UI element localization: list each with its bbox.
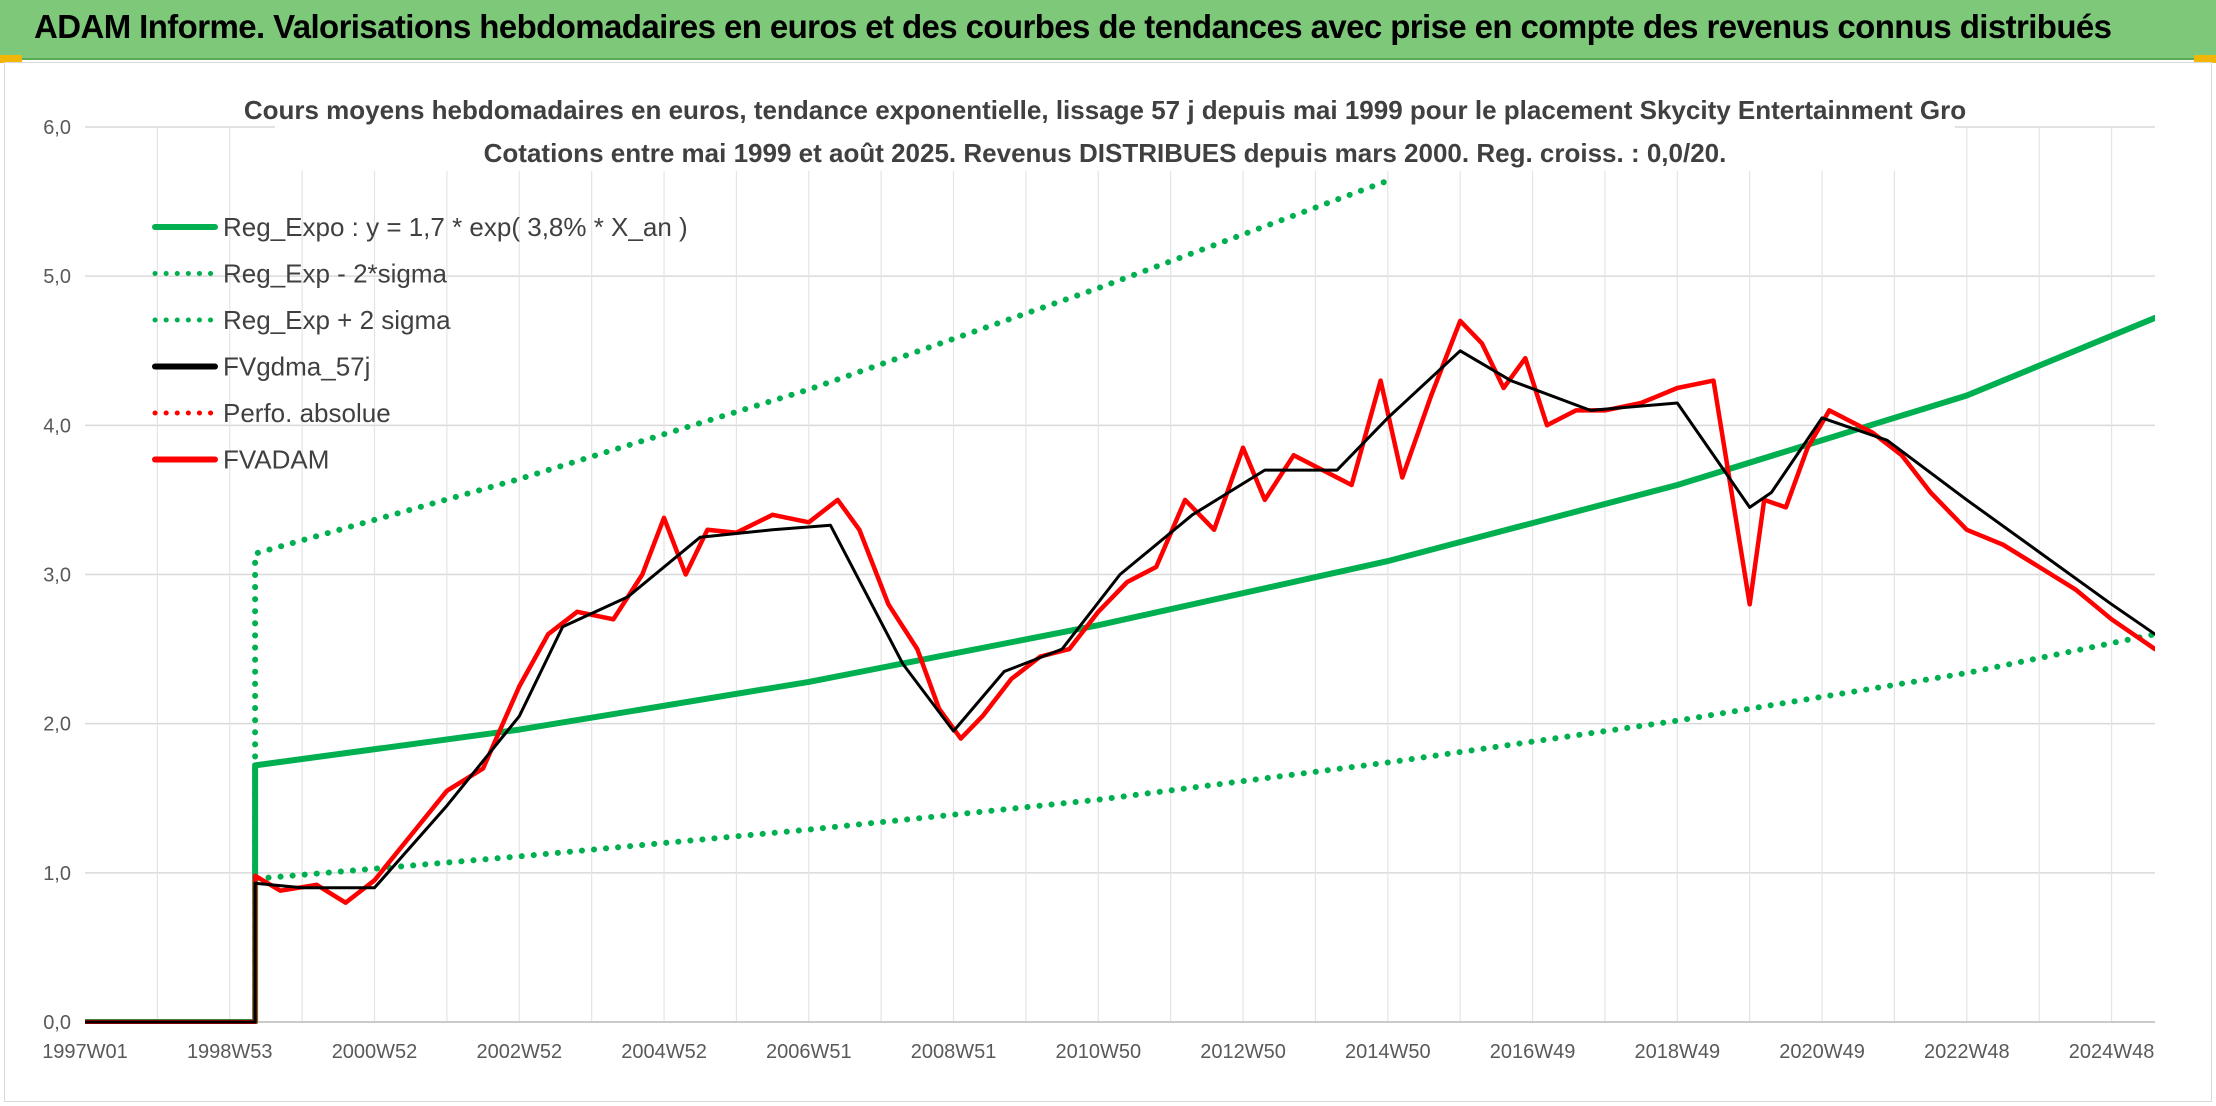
- legend-label: FVgdma_57j: [223, 352, 370, 382]
- y-tick-label: 4,0: [43, 415, 71, 437]
- series-line-fvgdma-57j: [85, 349, 2155, 1024]
- gridlines: [85, 126, 2155, 1023]
- x-tick-label: 2024W48: [2069, 1041, 2155, 1063]
- x-tick-label: 2020W49: [1779, 1041, 1865, 1063]
- x-tick-label: 2014W50: [1345, 1041, 1431, 1063]
- series-line-fvadam: [85, 318, 2155, 1024]
- legend: Reg_Expo : y = 1,7 * exp( 3,8% * X_an ) R…: [152, 212, 688, 475]
- y-tick-label: 5,0: [43, 266, 71, 288]
- y-tick-label: 3,0: [43, 565, 71, 587]
- x-tick-label: 2010W50: [1055, 1041, 1141, 1063]
- x-tick-label: 2004W52: [621, 1041, 707, 1063]
- series-layer: [85, 177, 2155, 1024]
- y-tick-label: 0,0: [43, 1012, 71, 1034]
- line-chart: 1997W01 1998W53 2000W52 2002W52 2004W52 2006W…: [42, 65, 2155, 1063]
- series-line-reg-exp: [85, 631, 2155, 1024]
- x-tick-label: 2022W48: [1924, 1041, 2010, 1063]
- x-axis-ticks: 1997W01 1998W53 2000W52 2002W52 2004W52 2006W…: [42, 1041, 2154, 1063]
- legend-label: Perfo. absolue: [223, 398, 391, 428]
- x-tick-label: 2016W49: [1490, 1041, 1576, 1063]
- legend-label: Reg_Exp - 2*sigma: [223, 259, 448, 289]
- chart-title: Cours moyens hebdomadaires en euros, ten…: [244, 95, 1966, 125]
- x-tick-label: 2012W50: [1200, 1041, 1286, 1063]
- y-tick-label: 6,0: [43, 117, 71, 139]
- x-tick-label: 2006W51: [766, 1041, 852, 1063]
- series-line-reg-expo: [85, 314, 2155, 1024]
- x-tick-label: 2000W52: [332, 1041, 418, 1063]
- banner: ADAM Informe. Valorisations hebdomadaire…: [0, 0, 2216, 60]
- x-tick-label: 1997W01: [42, 1041, 128, 1063]
- y-axis-ticks: 0,0 1,0 2,0 3,0 4,0 5,0 6,0: [43, 117, 71, 1034]
- legend-label: Reg_Exp + 2 sigma: [223, 305, 451, 335]
- x-tick-label: 2018W49: [1634, 1041, 1720, 1063]
- legend-label: FVADAM: [223, 445, 329, 475]
- y-tick-label: 1,0: [43, 863, 71, 885]
- page-title: ADAM Informe. Valorisations hebdomadaire…: [34, 8, 2112, 45]
- corner-mark-right: [2194, 55, 2216, 63]
- legend-label: Reg_Expo : y = 1,7 * exp( 3,8% * X_an ): [223, 212, 688, 242]
- x-tick-label: 2008W51: [911, 1041, 997, 1063]
- chart-frame: 1997W01 1998W53 2000W52 2002W52 2004W52 2006W…: [4, 62, 2212, 1102]
- corner-mark-left: [0, 55, 22, 63]
- chart-subtitle: Cotations entre mai 1999 et août 2025. R…: [484, 138, 1727, 168]
- x-tick-label: 2002W52: [476, 1041, 562, 1063]
- chart-title-background: [275, 65, 1955, 171]
- x-tick-label: 1998W53: [187, 1041, 273, 1063]
- y-tick-label: 2,0: [43, 714, 71, 736]
